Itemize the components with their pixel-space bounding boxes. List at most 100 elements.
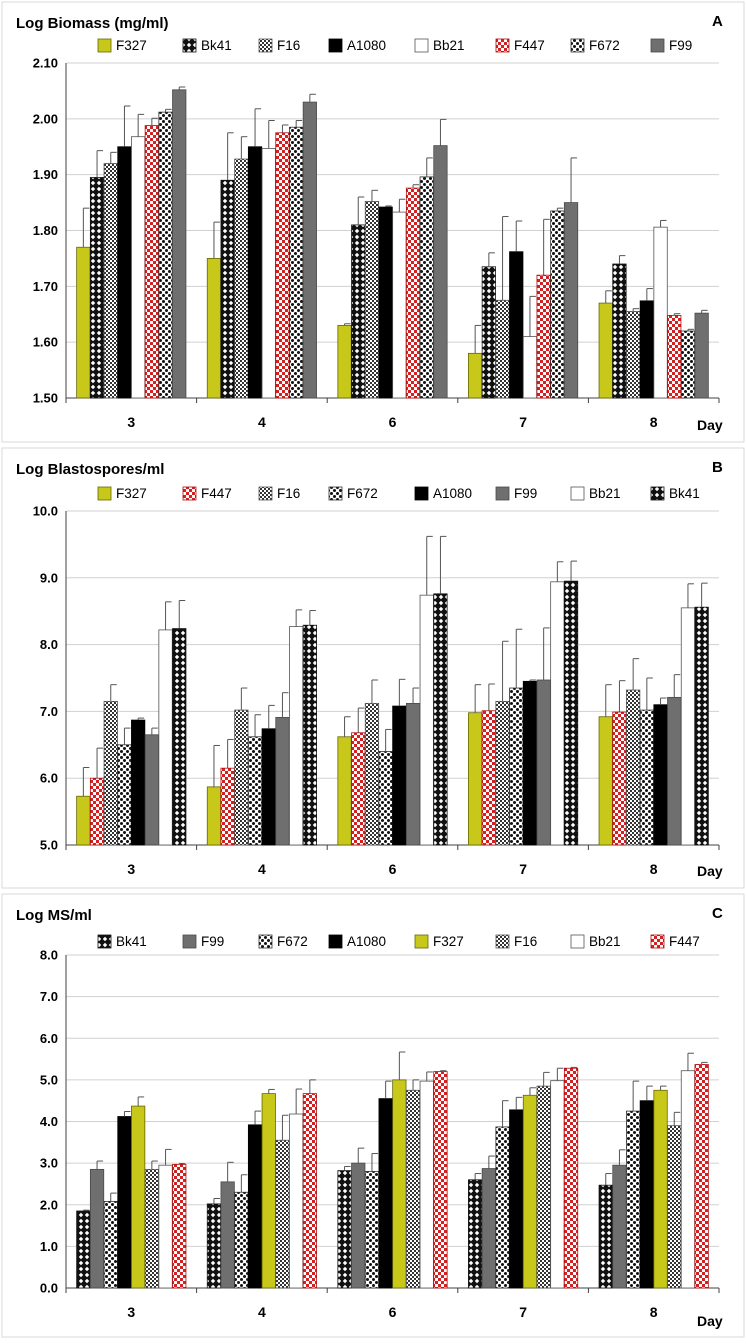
panel-c-category-label: 8: [650, 1304, 658, 1320]
panel-b-bar-f447-day-6: [351, 732, 366, 846]
panel-b-legend-label-f447: F447: [201, 486, 232, 501]
panel-b-bar-f99-day-7: [536, 679, 551, 846]
panel-a-bar-bk41-day-3: [89, 177, 105, 399]
panel-a-bar-f99-day-7: [563, 202, 579, 399]
panel-b-legend-swatch-f447: [182, 486, 197, 501]
panel-a-category-label: 3: [127, 414, 135, 430]
panel-b-bar-f99-day-4: [275, 717, 290, 846]
panel-a-bar-f16-day-7: [495, 299, 510, 399]
panel-b-bar-f672-day-3: [117, 744, 132, 846]
panel-a-bar-f447-day-3: [144, 125, 159, 399]
panel-a-legend-label-f99: F99: [669, 38, 692, 53]
panel-a-bar-f99-day-3: [172, 89, 187, 399]
panel-b-ytick-label: 10.0: [33, 504, 58, 519]
panel-a-bar-bb21-day-3: [131, 136, 146, 399]
panel-c-bar-f672-day-8: [626, 1110, 641, 1289]
panel-b-legend-swatch-bk41: [650, 486, 665, 501]
panel-c-bar-a1080-day-3: [117, 1116, 132, 1289]
panel-c-bar-f672-day-7: [495, 1126, 510, 1289]
panel-b-bar-f99-day-6: [405, 702, 421, 846]
panel-c-bar-f447-day-4: [302, 1093, 317, 1289]
panel-b-bar-bk41-day-7: [563, 580, 579, 846]
panel-b-ytick-label: 5.0: [40, 838, 58, 853]
panel-a-bar-a1080-day-8: [639, 300, 654, 399]
panel-b-ylabel: Log Blastospores/ml: [16, 461, 164, 478]
panel-b-bar-bk41-day-8: [694, 606, 709, 846]
panel-b-legend-label-f672: F672: [347, 486, 378, 501]
panel-b-legend: F327 F447 F16 F672 A1080 F99 Bb21 Bk41: [97, 486, 700, 501]
panel-a-bar-f327-day-6: [337, 325, 352, 399]
panel-c-bar-bk41-day-4: [206, 1203, 222, 1289]
panel-a-bar-bb21-day-6: [392, 211, 407, 399]
panel-b-legend-label-bk41: Bk41: [669, 486, 700, 501]
panel-a-bar-f447-day-8: [667, 314, 682, 399]
panel-b-xlabel: Day: [697, 863, 723, 879]
panel-b-plot: 5.0 6.0 7.0 8.0 9.0 10.0 3 4 6 7 8: [33, 504, 720, 877]
panel-b-bar-bk41-day-4: [302, 624, 317, 846]
panel-b-legend-label-a1080: A1080: [433, 486, 472, 501]
panel-a-legend-label-f16: F16: [277, 38, 300, 53]
panel-a-bar-bk41-day-6: [351, 224, 366, 399]
panel-b-bar-f447-day-7: [481, 710, 496, 846]
panel-a-ytick-label: 1.70: [33, 279, 58, 294]
panel-b-bar-f16-day-7: [495, 700, 510, 846]
panel-a-bar-f327-day-3: [76, 246, 91, 399]
panel-b-bar-a1080-day-7: [522, 680, 538, 846]
panel-c-ylabel: Log MS/ml: [16, 907, 92, 924]
panel-a-plot: 1.50 1.60 1.70 1.80 1.90 2.00 2.10 3 4 6 7 8: [33, 56, 720, 430]
panel-a-legend-label-f327: F327: [116, 38, 147, 53]
panel-b-category-label: 8: [650, 861, 658, 877]
panel-a-bar-f16-day-6: [364, 201, 380, 399]
panel-c-bar-bb21-day-4: [289, 1113, 304, 1289]
panel-a-legend-swatch-bk41: [182, 38, 197, 53]
panel-a-legend-swatch-a1080: [328, 38, 343, 53]
panel-b-bar-f327-day-4: [206, 786, 222, 846]
panel-a-ytick-label: 2.00: [33, 111, 58, 126]
panel-b-legend-swatch-f327: [97, 486, 112, 501]
panel-a-bar-f672-day-4: [289, 126, 304, 399]
panel-c-bar-bk41-day-3: [76, 1210, 91, 1289]
panel-a-bar-f16-day-3: [103, 163, 118, 399]
panel-c-category-label: 3: [127, 1304, 135, 1320]
panel-b-bar-bb21-day-8: [680, 607, 696, 846]
panel-c-legend-label-f99: F99: [201, 934, 224, 949]
panel-b-ytick-label: 6.0: [40, 771, 58, 786]
panel-c-category-label: 7: [519, 1304, 527, 1320]
panel-c-legend-swatch-bk41: [97, 934, 112, 949]
panel-a-bar-f447-day-7: [536, 274, 551, 399]
panel-c-bar-f99-day-3: [89, 1168, 105, 1289]
panel-c-legend-label-f447: F447: [669, 934, 700, 949]
panel-a-bar-f327-day-7: [468, 352, 483, 399]
panel-c-bar-f16-day-8: [667, 1125, 682, 1289]
panel-b-bar-f327-day-3: [76, 795, 91, 846]
panel-c-bar-f327-day-3: [131, 1105, 146, 1289]
panel-b-bar-f447-day-8: [612, 711, 627, 846]
panel-a-bar-f99-day-4: [302, 101, 317, 399]
panel-c-bar-f99-day-6: [351, 1162, 366, 1289]
panel-a-legend-label-a1080: A1080: [347, 38, 386, 53]
panel-c-bar-bb21-day-8: [680, 1070, 696, 1289]
panel-c-bar-f16-day-6: [405, 1089, 421, 1289]
panel-a-legend-label-bb21: Bb21: [433, 38, 465, 53]
panel-b-legend-swatch-f672: [328, 486, 343, 501]
panel-c-plot: 0.0 1.0 2.0 3.0 4.0 5.0 6.0 7.0 8.0 3 4 6 7 8: [40, 948, 720, 1320]
panel-c-bar-f99-day-8: [612, 1164, 627, 1289]
panel-a-bar-a1080-day-7: [509, 251, 524, 399]
panel-a-bar-a1080-day-4: [247, 146, 263, 399]
panel-b-ytick-label: 7.0: [40, 704, 58, 719]
panel-a-bar-f327-day-8: [598, 302, 613, 399]
panel-a-bar-f672-day-6: [419, 176, 434, 399]
panel-a-category-label: 8: [650, 414, 658, 430]
panel-c: Log MS/ml C Bk41 F99 F672 A1080 F327 F16 Bb21 F…: [1, 893, 745, 1338]
panel-c-ytick-label: 0.0: [40, 1281, 58, 1296]
panel-c-bar-f327-day-7: [522, 1094, 538, 1289]
panel-b-bar-f672-day-8: [639, 709, 654, 846]
panel-b-legend-label-f99: F99: [514, 486, 537, 501]
panel-b-bar-f16-day-3: [103, 700, 118, 846]
panel-c-legend-swatch-f447: [650, 934, 665, 949]
panel-c-ytick-label: 7.0: [40, 989, 58, 1004]
panel-c-bar-bk41-day-7: [468, 1179, 483, 1289]
panel-c-legend-swatch-f99: [182, 934, 197, 949]
panel-b-category-label: 6: [389, 861, 397, 877]
panel-b-bar-bb21-day-7: [550, 581, 565, 846]
